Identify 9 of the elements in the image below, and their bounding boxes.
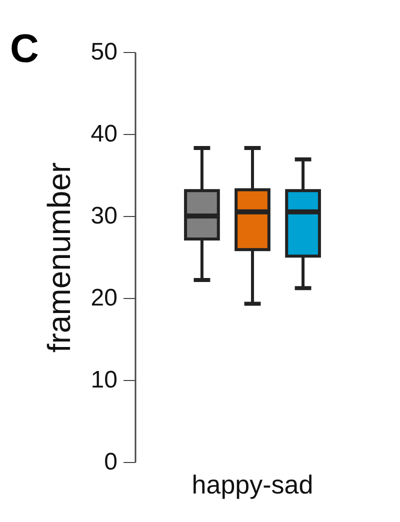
y-tick-label: 30 <box>90 202 118 230</box>
x-tick-label: happy-sad <box>192 470 314 500</box>
y-tick-label: 20 <box>90 284 118 312</box>
y-tick-label: 0 <box>104 448 118 476</box>
y-axis-title: framenumber <box>40 162 77 353</box>
y-tick-label: 40 <box>90 120 118 148</box>
y-tick-label: 10 <box>90 366 118 394</box>
y-tick-label: 50 <box>90 38 118 66</box>
text: C <box>10 27 39 71</box>
